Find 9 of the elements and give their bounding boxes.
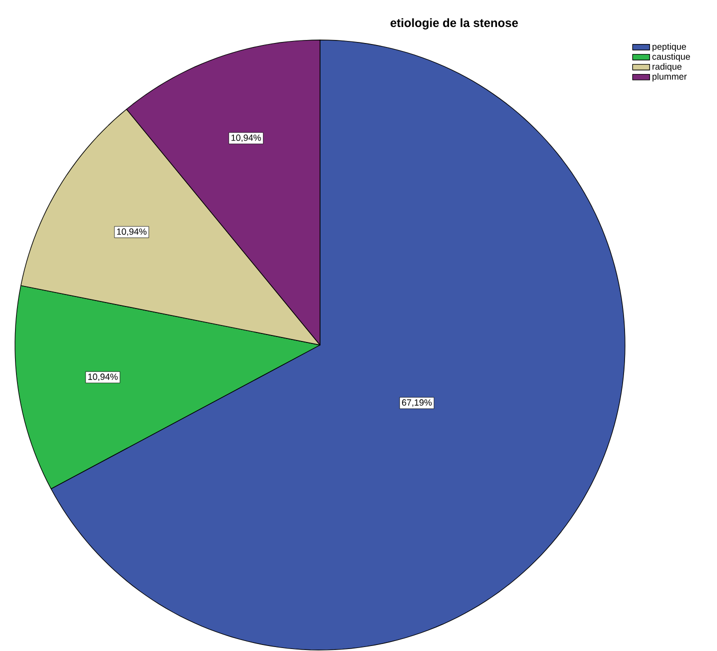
data-label: 10,94%	[88, 374, 118, 381]
data-label: 10,94%	[231, 134, 261, 142]
chart-title: etiologie de la stenose	[390, 18, 518, 30]
legend-label: caustique	[652, 53, 690, 62]
data-label: 10,94%	[117, 228, 147, 236]
legend-label: peptique	[652, 43, 686, 52]
legend-label: plummer	[652, 73, 687, 82]
legend-label: radique	[652, 63, 682, 72]
data-label: 67,19%	[402, 399, 432, 407]
